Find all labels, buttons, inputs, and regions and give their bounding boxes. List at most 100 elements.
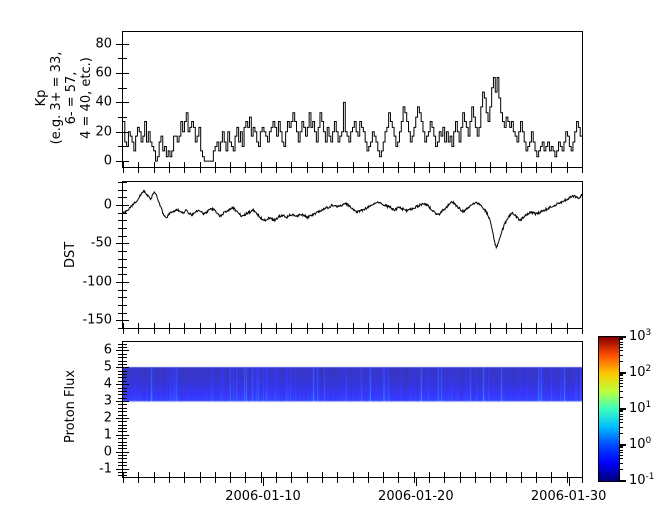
cbar-tick-minor (619, 458, 623, 459)
ytick-minor (118, 431, 122, 432)
ytick-minor-in (123, 445, 127, 446)
cbar-tick-label: 10-1 (629, 471, 655, 489)
ytick-minor-in (123, 394, 127, 395)
xtick-minor (184, 168, 185, 173)
xtick-minor (521, 478, 522, 483)
ytick-minor (118, 313, 122, 314)
xtick-minor-in (460, 323, 461, 328)
xtick-minor (475, 329, 476, 334)
ytick-minor-in (123, 259, 127, 260)
ytick-minor-in (123, 290, 127, 291)
ytick-minor-in (123, 408, 127, 409)
xtick-minor (536, 478, 537, 483)
ytick-minor-in (123, 297, 127, 298)
xtick-minor-in (245, 323, 246, 328)
ytick-minor (118, 398, 122, 399)
cbar-tick-minor (619, 386, 623, 387)
xtick-minor (200, 478, 201, 483)
ytick-minor (118, 274, 122, 275)
xtick-minor-in (245, 472, 246, 477)
ytick-minor-in (123, 197, 127, 198)
xtick-minor (230, 478, 231, 483)
xtick-minor-in (337, 323, 338, 328)
xtick-minor-in (261, 472, 262, 477)
xtick-minor (261, 329, 262, 334)
ytick-minor-in (123, 88, 127, 89)
ytick-minor (118, 411, 122, 412)
xtick-minor (138, 478, 139, 483)
xtick-minor (475, 478, 476, 483)
xtick-minor-in (184, 323, 185, 328)
xtick-minor-in (444, 162, 445, 167)
xtick-label: 2006-01-10 (225, 489, 301, 504)
ytick-minor (118, 391, 122, 392)
cbar-tick-minor (619, 422, 623, 423)
xtick-minor-in (276, 472, 277, 477)
ytick-minor-in (123, 228, 127, 229)
ytick-label: 60 (95, 65, 112, 81)
ytick-minor (118, 394, 122, 395)
ytick-minor-in (123, 475, 127, 476)
ytick-minor-in (123, 398, 127, 399)
ytick-minor (118, 236, 122, 237)
ytick-minor (118, 455, 122, 456)
xtick-minor (261, 168, 262, 173)
kp-trace-svg (123, 76, 582, 162)
ytick-minor (118, 182, 122, 183)
ytick-minor (118, 374, 122, 375)
xtick-minor (398, 478, 399, 483)
ytick-minor (118, 377, 122, 378)
ytick-minor (118, 388, 122, 389)
ytick-minor (118, 197, 122, 198)
xtick-minor (307, 168, 308, 173)
ytick-minor-in (123, 236, 127, 237)
xtick-minor (123, 168, 124, 173)
panel-dst (122, 181, 583, 329)
xtick-minor-in (383, 472, 384, 477)
xtick-minor-in (429, 472, 430, 477)
ytick-minor-in (123, 391, 127, 392)
xtick-minor-in (551, 323, 552, 328)
xtick-minor-in (536, 323, 537, 328)
cbar-tick-minor (619, 433, 623, 434)
xtick-minor (307, 329, 308, 334)
xtick-minor (444, 478, 445, 483)
xtick-minor-in (276, 162, 277, 167)
cbar-tick-label: 100 (629, 435, 652, 453)
ytick-minor (118, 190, 122, 191)
ytick-label: -50 (90, 235, 112, 251)
ytick-minor-in (123, 213, 127, 214)
xtick-minor-in (506, 323, 507, 328)
xtick-label: 2006-01-30 (530, 489, 607, 504)
ytick-major-in (123, 469, 129, 470)
xtick-minor (506, 168, 507, 173)
xtick-minor-in (230, 323, 231, 328)
xtick-minor (154, 168, 155, 173)
ytick-minor-in (123, 455, 127, 456)
ytick-major-in (123, 435, 129, 436)
ytick-minor (118, 251, 122, 252)
cbar-tick-minor (619, 344, 623, 345)
xtick-minor (398, 329, 399, 334)
xtick-minor (169, 478, 170, 483)
ytick-minor-in (123, 425, 127, 426)
xtick-minor (429, 478, 430, 483)
cbar-tick-minor (619, 450, 623, 451)
ytick-minor-in (123, 415, 127, 416)
xtick-minor-in (567, 162, 568, 167)
ytick-minor-in (123, 313, 127, 314)
ytick-minor-in (123, 274, 127, 275)
ytick-major-in (123, 205, 129, 206)
xtick-minor (582, 329, 583, 334)
ytick-label: 6 (103, 342, 112, 358)
xtick-minor (414, 478, 415, 483)
cbar-tick-major (619, 336, 626, 338)
xtick-minor-in (291, 472, 292, 477)
ytick-minor-in (123, 388, 127, 389)
xtick-minor (261, 478, 262, 483)
cbar-tick-minor (619, 391, 623, 392)
ytick-minor-in (123, 377, 127, 378)
ytick-label: 0 (103, 197, 112, 213)
ytick-minor-in (123, 58, 127, 59)
ytick-minor-in (123, 146, 127, 147)
